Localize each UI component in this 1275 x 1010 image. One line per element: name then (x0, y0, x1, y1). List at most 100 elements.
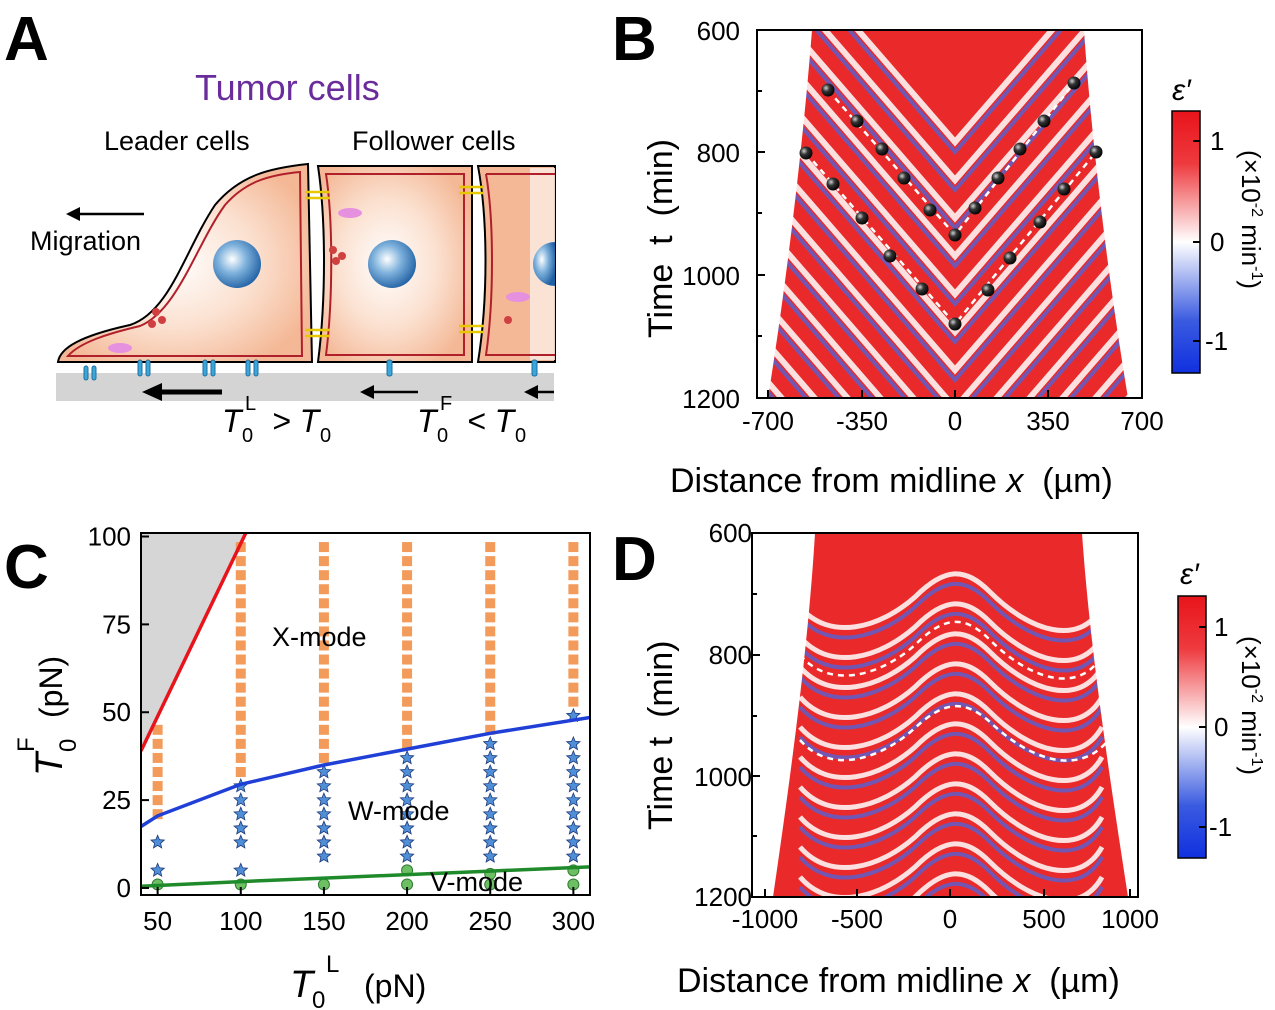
x-axis-label-var: x (1004, 462, 1024, 500)
tracked-point (1057, 182, 1071, 196)
square-marker (568, 556, 579, 567)
x-tick-label: 0 (943, 904, 957, 934)
x-tick-label: 1000 (1101, 904, 1159, 934)
y-axis-sym: T (29, 750, 71, 776)
square-marker (318, 542, 329, 553)
square-marker (485, 542, 496, 553)
y-tick-label: 800 (697, 138, 740, 168)
x-axis-label: Distance from midline x (µm) (670, 462, 1113, 500)
axis-ticks (752, 532, 1131, 898)
eq-left-sup: L (245, 393, 256, 415)
panel-b-letter: B (612, 5, 657, 74)
kymograph-b (757, 30, 1142, 398)
kymo-mask (1084, 30, 1142, 398)
panel-c-letter: C (4, 533, 49, 602)
square-marker (235, 752, 246, 763)
square-marker (568, 626, 579, 637)
x-tick-label: -350 (836, 406, 888, 436)
square-marker (485, 640, 496, 651)
migration-label: Migration (30, 226, 141, 256)
leader-cell (56, 162, 314, 363)
star-marker (233, 820, 249, 835)
star-marker (482, 735, 498, 751)
equation-leader: T 0 L > T 0 (222, 393, 331, 447)
x-tick-label: 100 (219, 906, 262, 936)
colorbar-tick: -1 (1205, 326, 1228, 356)
tick-labels: 50 100 150 200 250 300 0 25 50 75 100 (88, 522, 595, 936)
tracked-point (923, 203, 937, 217)
leader-cells-label: Leader cells (104, 126, 250, 156)
eq-right-rel-sub: 0 (515, 425, 526, 447)
square-marker (152, 724, 163, 735)
nucleus (533, 242, 555, 286)
eq-left-sub: 0 (242, 425, 253, 447)
kymo-stripe (798, 751, 1105, 813)
square-marker (402, 556, 413, 567)
colorbar-unit: (×10-2 min-1) (1236, 636, 1266, 775)
square-marker (235, 710, 246, 721)
star-marker (565, 848, 581, 863)
x-tick-labels: -1000 -500 0 500 1000 (732, 904, 1159, 934)
cell-junctions (305, 185, 484, 338)
y-tick-label: 1000 (694, 762, 752, 792)
kymo-stripe (798, 821, 1104, 883)
square-marker (402, 626, 413, 637)
square-marker (318, 724, 329, 735)
kymo-stripe (798, 611, 1104, 673)
square-marker (318, 570, 329, 581)
x-tick-label: 300 (552, 906, 595, 936)
kymo-stripe (798, 641, 1104, 703)
y-tick-label: 1000 (682, 261, 740, 291)
star-marker (316, 806, 332, 821)
square-marker (152, 795, 163, 806)
star-marker (482, 763, 498, 779)
tracked-point (855, 211, 869, 225)
x-axis-sub: 0 (312, 987, 325, 1010)
tumor-cells-title: Tumor cells (195, 67, 380, 108)
nucleus (213, 240, 261, 288)
colorbar-tick: 1 (1210, 126, 1224, 156)
x-axis-sup: L (326, 951, 339, 978)
tracked-point (1003, 251, 1017, 265)
square-marker (568, 612, 579, 623)
x-tick-label: -700 (742, 406, 794, 436)
square-marker (485, 682, 496, 693)
y-tick-labels: 600 800 1000 1200 (682, 16, 740, 414)
star-marker (565, 806, 581, 821)
migration-arrow-icon (66, 207, 144, 221)
kymo-stripe (798, 851, 1104, 897)
square-marker (485, 626, 496, 637)
square-marker (235, 584, 246, 595)
y-tick-label: 100 (88, 522, 131, 552)
square-marker (402, 696, 413, 707)
tracked-points (799, 76, 1103, 331)
kymo-stripe (798, 731, 1104, 793)
square-marker (318, 654, 329, 665)
tracked-point (875, 142, 889, 156)
unit-close: ) (1236, 280, 1266, 289)
star-marker (399, 806, 415, 821)
kymo-stripe (798, 811, 1105, 873)
panel-d: D 600 800 1000 1200 -1000 -500 0 500 100… (612, 518, 1266, 1000)
square-marker (402, 640, 413, 651)
tracked-point (1033, 215, 1047, 229)
star-marker (316, 777, 332, 793)
y-tick-label: 600 (709, 518, 752, 548)
square-marker (152, 752, 163, 763)
square-marker (235, 612, 246, 623)
square-marker (318, 682, 329, 693)
square-marker (318, 668, 329, 679)
y-tick-label: 600 (697, 16, 740, 46)
x-axis-label-var: x (1011, 962, 1031, 1000)
colorbar-unit: (×10-2 min-1) (1236, 150, 1266, 289)
x-tick-label: 700 (1120, 406, 1163, 436)
phase-diagram (141, 533, 590, 891)
square-marker (235, 682, 246, 693)
star-marker (565, 763, 581, 779)
square-marker (485, 654, 496, 665)
x-tick-label: 50 (143, 906, 172, 936)
square-marker (485, 598, 496, 609)
nucleus (368, 240, 416, 288)
eq-left-rel-sub: 0 (320, 425, 331, 447)
equation-follower: T 0 F < T 0 (417, 393, 526, 447)
